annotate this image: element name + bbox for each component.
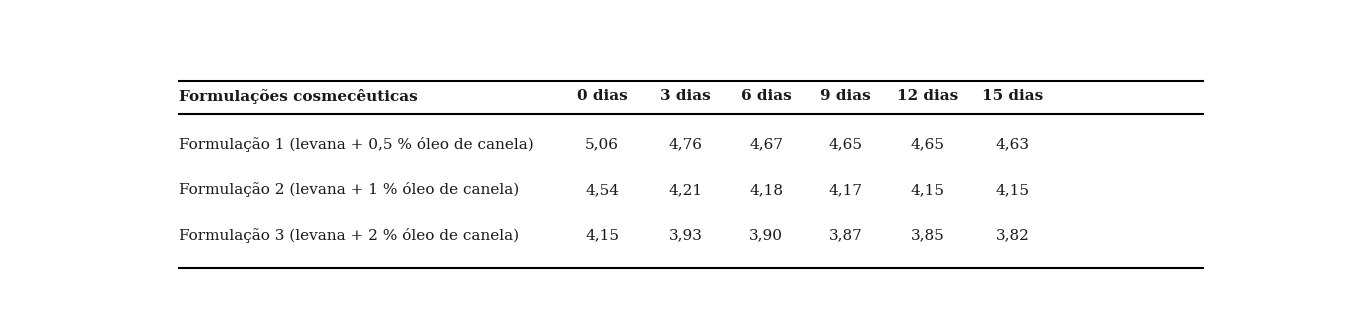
Text: 4,21: 4,21 (669, 183, 702, 197)
Text: 4,65: 4,65 (829, 137, 863, 151)
Text: 3,93: 3,93 (669, 229, 702, 243)
Text: 4,15: 4,15 (911, 183, 945, 197)
Text: 4,17: 4,17 (829, 183, 863, 197)
Text: 4,18: 4,18 (749, 183, 783, 197)
Text: 3,87: 3,87 (829, 229, 863, 243)
Text: 3,90: 3,90 (749, 229, 783, 243)
Text: 0 dias: 0 dias (577, 89, 627, 103)
Text: 3 dias: 3 dias (661, 89, 710, 103)
Text: 9 dias: 9 dias (820, 89, 871, 103)
Text: 4,15: 4,15 (996, 183, 1030, 197)
Text: 5,06: 5,06 (585, 137, 619, 151)
Text: Formulação 1 (levana + 0,5 % óleo de canela): Formulação 1 (levana + 0,5 % óleo de can… (179, 137, 534, 152)
Text: 4,67: 4,67 (749, 137, 783, 151)
Text: Formulação 2 (levana + 1 % óleo de canela): Formulação 2 (levana + 1 % óleo de canel… (179, 183, 519, 197)
Text: 4,54: 4,54 (585, 183, 619, 197)
Text: 3,82: 3,82 (996, 229, 1030, 243)
Text: 4,76: 4,76 (669, 137, 702, 151)
Text: Formulações cosmecêuticas: Formulações cosmecêuticas (179, 89, 418, 104)
Text: 4,63: 4,63 (996, 137, 1030, 151)
Text: Formulação 3 (levana + 2 % óleo de canela): Formulação 3 (levana + 2 % óleo de canel… (179, 228, 519, 243)
Text: 4,15: 4,15 (585, 229, 619, 243)
Text: 3,85: 3,85 (911, 229, 945, 243)
Text: 6 dias: 6 dias (740, 89, 791, 103)
Text: 15 dias: 15 dias (981, 89, 1043, 103)
Text: 4,65: 4,65 (911, 137, 945, 151)
Text: 12 dias: 12 dias (898, 89, 958, 103)
